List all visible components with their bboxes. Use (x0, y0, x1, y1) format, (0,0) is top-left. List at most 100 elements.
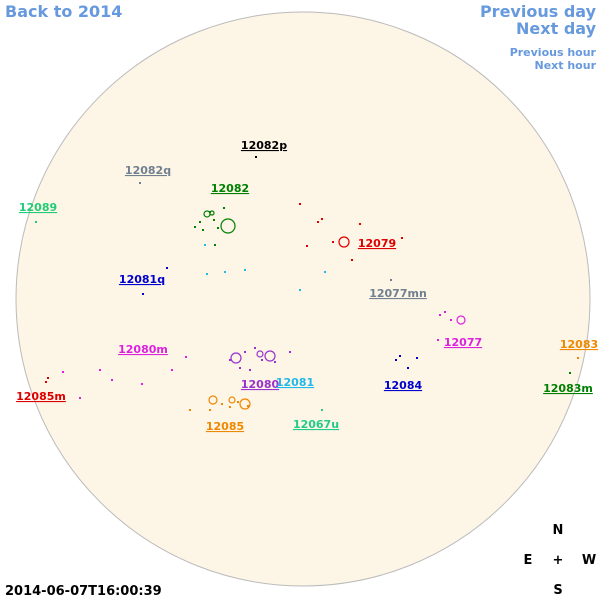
sunspot (247, 405, 249, 407)
sunspot (324, 271, 326, 273)
sunspot (359, 223, 361, 225)
sunspot (390, 279, 392, 281)
sunspot-ring (220, 218, 236, 234)
sunspot (194, 226, 196, 228)
region-label[interactable]: 12082 (211, 182, 249, 195)
sunspot (202, 229, 204, 231)
sunspot (401, 237, 403, 239)
sunspot (45, 381, 47, 383)
sunspot (214, 244, 216, 246)
back-link[interactable]: Back to 2014 (5, 2, 122, 21)
sunspot (437, 339, 439, 341)
sunspot (217, 227, 219, 229)
sunspot (395, 359, 397, 361)
sunspot (444, 311, 446, 313)
sunspot (99, 369, 101, 371)
sunspot (244, 351, 246, 353)
sunspot (35, 221, 37, 223)
compass-east: E (524, 553, 533, 568)
compass-center: + (553, 553, 564, 568)
sunspot (299, 289, 301, 291)
next-hour-link[interactable]: Next hour (535, 59, 597, 72)
sunspot (569, 372, 571, 374)
sunspot (317, 221, 319, 223)
region-label[interactable]: 12089 (19, 201, 57, 214)
sunspot (249, 369, 251, 371)
compass-west: W (582, 553, 596, 568)
previous-day-link[interactable]: Previous day (480, 2, 597, 21)
sunspot-ring (230, 352, 242, 364)
sunspot (223, 207, 225, 209)
region-label[interactable]: 12085m (16, 390, 66, 403)
sunspot (229, 406, 231, 408)
sunspot (209, 409, 211, 411)
sunspot (139, 182, 141, 184)
sunspot (221, 403, 223, 405)
sunspot (244, 269, 246, 271)
sunspot (332, 241, 334, 243)
sunspot (239, 367, 241, 369)
sunspot (224, 271, 226, 273)
sunspot (399, 355, 401, 357)
sunspot (213, 219, 215, 221)
previous-hour-link[interactable]: Previous hour (510, 46, 597, 59)
sunspot-ring (209, 210, 215, 216)
sunspot (229, 359, 231, 361)
region-label[interactable]: 12077mn (369, 287, 427, 300)
timestamp: 2014-06-07T16:00:39 (5, 584, 162, 599)
sunspot-ring (456, 315, 466, 325)
region-label[interactable]: 12081 (276, 376, 314, 389)
sunspot (321, 218, 323, 220)
sunspot (351, 259, 353, 261)
sunspot (166, 267, 168, 269)
region-label[interactable]: 12077 (444, 336, 482, 349)
region-label[interactable]: 12082p (241, 139, 287, 152)
sunspot (407, 367, 409, 369)
sunspot (199, 221, 201, 223)
sunspot (261, 359, 263, 361)
region-label[interactable]: 12082q (125, 164, 171, 177)
sunspot (189, 409, 191, 411)
compass-north: N (553, 523, 564, 538)
sunspot (289, 351, 291, 353)
region-label[interactable]: 12085 (206, 420, 244, 433)
region-label[interactable]: 12079 (358, 237, 396, 250)
region-label[interactable]: 12081q (119, 273, 165, 286)
sunspot (62, 371, 64, 373)
sunspot (237, 401, 239, 403)
region-label[interactable]: 12067u (293, 418, 339, 431)
sunspot (165, 351, 167, 353)
sunspot-ring (239, 398, 251, 410)
region-label[interactable]: 12083m (543, 382, 593, 395)
sunspot-ring (264, 350, 276, 362)
sunspot (204, 244, 206, 246)
next-day-link[interactable]: Next day (516, 19, 597, 38)
region-label[interactable]: 12080 (241, 378, 280, 391)
sunspot (439, 314, 441, 316)
compass-south: S (553, 583, 562, 598)
sunspot (142, 293, 144, 295)
sunspot-ring (338, 236, 350, 248)
sunspot (416, 357, 418, 359)
sunspot (306, 245, 308, 247)
sunspot (185, 356, 187, 358)
sunspot (255, 156, 257, 158)
sunspot (254, 347, 256, 349)
sunspot-ring (256, 350, 264, 358)
solar-disk (15, 11, 591, 587)
sunspot (577, 357, 579, 359)
sunspot (299, 203, 301, 205)
sunspot (79, 397, 81, 399)
region-label[interactable]: 12083 (560, 338, 598, 351)
sunspot-ring (228, 396, 236, 404)
sunspot (141, 383, 143, 385)
region-label[interactable]: 12084 (384, 379, 423, 392)
sunspot (274, 361, 276, 363)
sunspot-ring (208, 395, 218, 405)
region-label[interactable]: 12080m (118, 343, 168, 356)
sunspot (111, 379, 113, 381)
sunspot (171, 369, 173, 371)
sunspot (321, 409, 323, 411)
sunspot (206, 273, 208, 275)
